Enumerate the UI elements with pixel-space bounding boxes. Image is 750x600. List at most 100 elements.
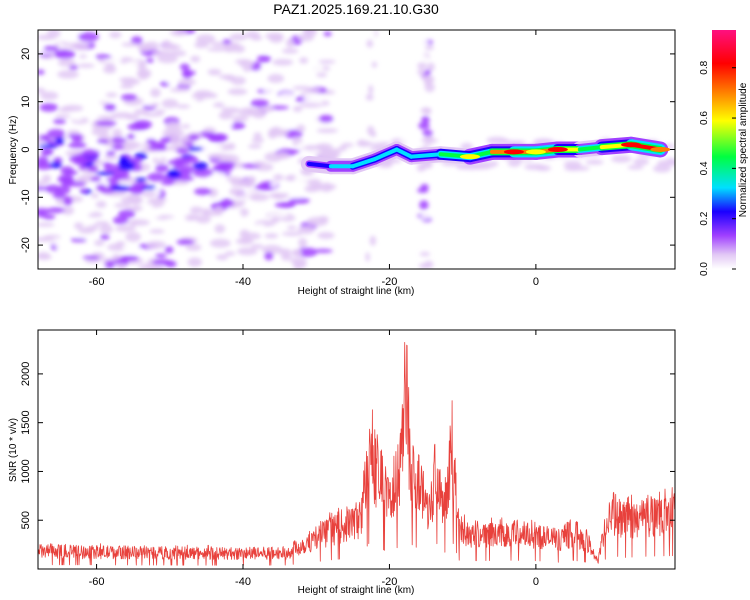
heatmap-cell xyxy=(137,61,147,71)
heatmap-cell xyxy=(316,152,339,158)
heatmap-cell xyxy=(169,87,191,93)
heatmap-cell xyxy=(420,212,431,220)
heatmap-cell xyxy=(97,115,116,121)
heatmap-cell xyxy=(249,193,269,202)
heatmap-cell xyxy=(214,206,224,216)
heatmap-cell xyxy=(420,100,430,106)
heatmap-cell xyxy=(192,118,205,129)
heatmap-cell xyxy=(90,193,99,199)
heatmap-cell xyxy=(323,31,332,37)
top-y-axis-label: Frequency (Hz) xyxy=(8,116,19,185)
heatmap-cell xyxy=(190,206,203,215)
heatmap-cell xyxy=(194,187,212,196)
heatmap-cell xyxy=(261,43,272,54)
heatmap-cell xyxy=(131,36,143,45)
heatmap-cell xyxy=(299,103,322,108)
top-y-tick-label: 0 xyxy=(20,146,32,152)
heatmap-cell xyxy=(368,84,374,95)
heatmap-cell xyxy=(161,98,179,109)
ridge-segment xyxy=(350,157,377,169)
heatmap-cell xyxy=(316,183,337,191)
heatmap-cell xyxy=(424,69,431,76)
heatmap-cell xyxy=(201,208,211,215)
heatmap-cell xyxy=(272,58,294,66)
heatmap-cell xyxy=(294,174,308,184)
heatmap-cell xyxy=(372,111,377,124)
heatmap-cell xyxy=(267,213,289,218)
heatmap-cell xyxy=(58,107,73,113)
heatmap-cell xyxy=(129,185,145,195)
heatmap-cell xyxy=(38,208,51,215)
heatmap-cell xyxy=(455,164,471,170)
heatmap-cell xyxy=(68,65,79,70)
heatmap-cell xyxy=(187,257,202,267)
heatmap-cell xyxy=(226,211,242,216)
ridge-peak xyxy=(547,147,568,152)
heatmap-cell xyxy=(422,138,439,144)
heatmap-cell xyxy=(176,175,194,182)
heatmap-cell xyxy=(268,33,284,43)
heatmap-cell xyxy=(105,177,120,182)
heatmap-cell xyxy=(274,151,291,160)
bottom-x-axis-label: Height of straight line (km) xyxy=(298,585,415,596)
heatmap-cell xyxy=(49,161,63,169)
heatmap-cell xyxy=(300,148,321,154)
heatmap-cell xyxy=(206,47,229,52)
heatmap-cell xyxy=(148,144,167,151)
ridge-segment xyxy=(394,147,414,159)
heatmap-cell xyxy=(39,134,50,141)
heatmap-cell xyxy=(250,99,269,108)
heatmap-cell xyxy=(112,216,129,225)
heatmap-cell xyxy=(127,123,150,131)
heatmap-cell xyxy=(317,231,335,240)
heatmap-cell xyxy=(148,73,166,79)
heatmap-cell xyxy=(240,237,251,243)
heatmap-cell xyxy=(569,165,590,171)
heatmap-cell xyxy=(54,114,71,119)
heatmap-cell xyxy=(126,193,142,203)
heatmap-cell xyxy=(312,63,324,74)
heatmap-cell xyxy=(95,200,107,209)
heatmap-cell xyxy=(152,259,173,266)
heatmap-cell xyxy=(130,205,143,211)
heatmap-cell xyxy=(277,241,299,247)
heatmap-cell xyxy=(216,254,229,261)
heatmap-cell xyxy=(105,150,116,156)
heatmap-cell xyxy=(38,143,58,149)
heatmap-cell xyxy=(53,118,66,125)
heatmap-cell xyxy=(207,68,222,76)
heatmap-cell xyxy=(181,124,191,129)
heatmap-cell xyxy=(365,93,374,101)
heatmap-cell xyxy=(306,216,328,227)
heatmap-cell xyxy=(262,88,281,94)
heatmap-cell xyxy=(72,115,83,121)
heatmap-cell xyxy=(417,62,428,70)
ridge-segment xyxy=(409,152,443,159)
bottom-y-axis-label: SNR (10 * v/v) xyxy=(8,418,19,482)
chart-title: PAZ1.2025.169.21.10.G30 xyxy=(273,1,439,17)
heatmap-cell xyxy=(79,188,88,193)
heatmap-cell xyxy=(229,121,246,130)
heatmap-cell xyxy=(185,243,202,251)
heatmap-cell xyxy=(187,146,203,152)
heatmap-cell xyxy=(627,165,644,170)
heatmap-cell xyxy=(264,233,279,239)
heatmap-cell xyxy=(217,214,238,223)
heatmap-cell xyxy=(316,128,338,134)
heatmap-cell xyxy=(424,260,434,269)
heatmap-cell xyxy=(316,72,328,78)
heatmap-cell xyxy=(267,73,285,83)
heatmap-cell xyxy=(368,249,375,257)
ridge-peak xyxy=(503,149,524,155)
top-x-tick-label: -60 xyxy=(89,276,105,288)
heatmap-cell xyxy=(120,140,141,150)
heatmap-cell xyxy=(369,180,376,190)
heatmap-cell xyxy=(183,37,197,45)
heatmap-cell xyxy=(38,255,52,260)
heatmap-cell xyxy=(238,107,259,116)
top-y-tick-label: 10 xyxy=(20,96,32,108)
heatmap-cell xyxy=(371,30,376,41)
heatmap-cell xyxy=(111,112,132,119)
heatmap-cell xyxy=(147,172,165,182)
heatmap-cell xyxy=(185,141,195,147)
